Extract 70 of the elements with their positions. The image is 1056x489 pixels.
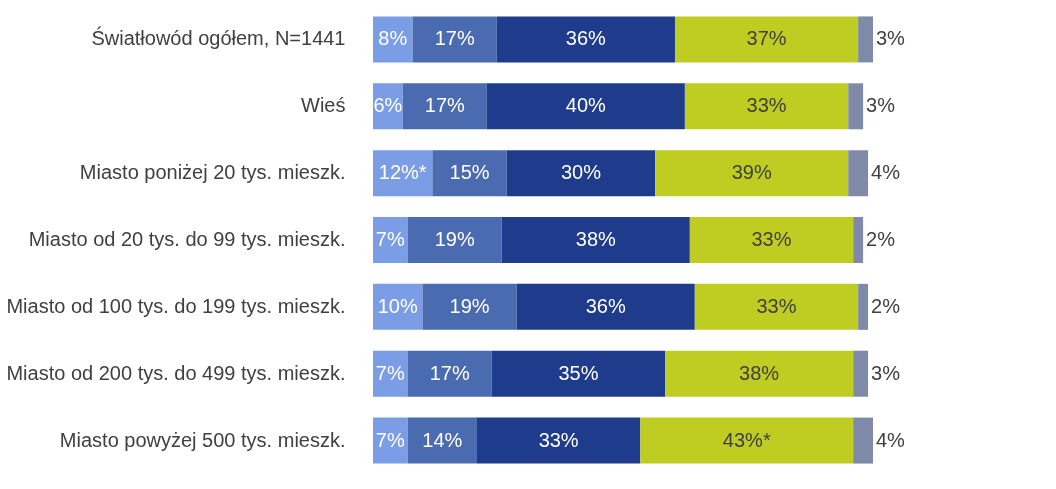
bar <box>853 350 869 397</box>
data-label: 7% <box>375 361 405 384</box>
bar <box>848 83 864 130</box>
data-label: 17% <box>429 361 470 384</box>
data-label: 19% <box>434 228 475 250</box>
data-label: 2% <box>866 228 896 250</box>
bar <box>432 150 507 197</box>
bar <box>506 150 656 197</box>
data-label: 35% <box>558 361 599 384</box>
data-label: 33% <box>751 228 792 250</box>
bar <box>684 83 849 130</box>
y-tick-label: Miasto od 200 tys. do 499 tys. mieszk. <box>6 361 346 384</box>
data-label: 37% <box>746 27 787 50</box>
bar <box>486 83 685 130</box>
data-label: 8% <box>378 27 408 50</box>
bar <box>853 417 873 464</box>
bar <box>501 217 690 263</box>
bar <box>412 16 497 63</box>
data-label: 40% <box>565 94 607 117</box>
data-label: 17% <box>434 27 475 50</box>
data-label: 3% <box>871 361 901 384</box>
data-label: 36% <box>565 27 607 50</box>
y-tick-label: Miasto poniżej 20 tys. mieszk. <box>79 161 346 184</box>
data-label: 38% <box>739 361 780 384</box>
bar <box>422 283 517 330</box>
bar <box>858 16 873 63</box>
bar <box>476 417 641 464</box>
data-label: 30% <box>560 161 602 184</box>
bar <box>694 283 859 330</box>
data-label: 14% <box>422 428 463 451</box>
data-label: 7% <box>375 228 405 250</box>
data-label: 3% <box>876 27 906 50</box>
data-label: 7% <box>375 428 405 451</box>
bar <box>848 150 869 197</box>
data-label: 12%* <box>378 161 427 184</box>
bar <box>496 16 675 63</box>
y-tick-label: Światłowód ogółem, N=1441 <box>91 26 346 50</box>
data-label: 4% <box>871 161 901 184</box>
data-label: 2% <box>871 294 901 317</box>
bar <box>640 417 854 464</box>
data-label: 38% <box>575 228 616 250</box>
data-label: 39% <box>731 161 772 184</box>
data-label: 19% <box>449 294 490 317</box>
data-label: 4% <box>876 428 906 451</box>
bar <box>655 150 849 197</box>
y-tick-label: Miasto powyżej 500 tys. mieszk. <box>59 428 346 451</box>
bar <box>674 16 859 63</box>
bar <box>402 83 487 130</box>
data-label: 6% <box>373 94 403 117</box>
y-tick-label: Miasto od 100 tys. do 199 tys. mieszk. <box>6 294 346 317</box>
data-label: 33% <box>538 428 579 451</box>
data-label: 33% <box>756 294 797 317</box>
data-label: 3% <box>866 94 896 117</box>
bar <box>516 283 695 330</box>
data-label: 17% <box>424 94 466 117</box>
data-label: 10% <box>377 294 418 317</box>
data-label: 33% <box>746 94 787 117</box>
bar <box>853 217 864 263</box>
data-label: 43%* <box>722 428 771 451</box>
bar <box>407 417 477 464</box>
bar <box>689 217 854 263</box>
data-label: 36% <box>585 294 626 317</box>
bar <box>858 283 869 330</box>
bar <box>407 350 492 397</box>
data-label: 15% <box>449 161 490 184</box>
y-tick-label: Miasto od 20 tys. do 99 tys. mieszk. <box>28 228 346 250</box>
y-tick-label: Wieś <box>301 94 346 117</box>
bar <box>665 350 854 397</box>
bar <box>491 350 666 397</box>
bar <box>407 217 502 263</box>
